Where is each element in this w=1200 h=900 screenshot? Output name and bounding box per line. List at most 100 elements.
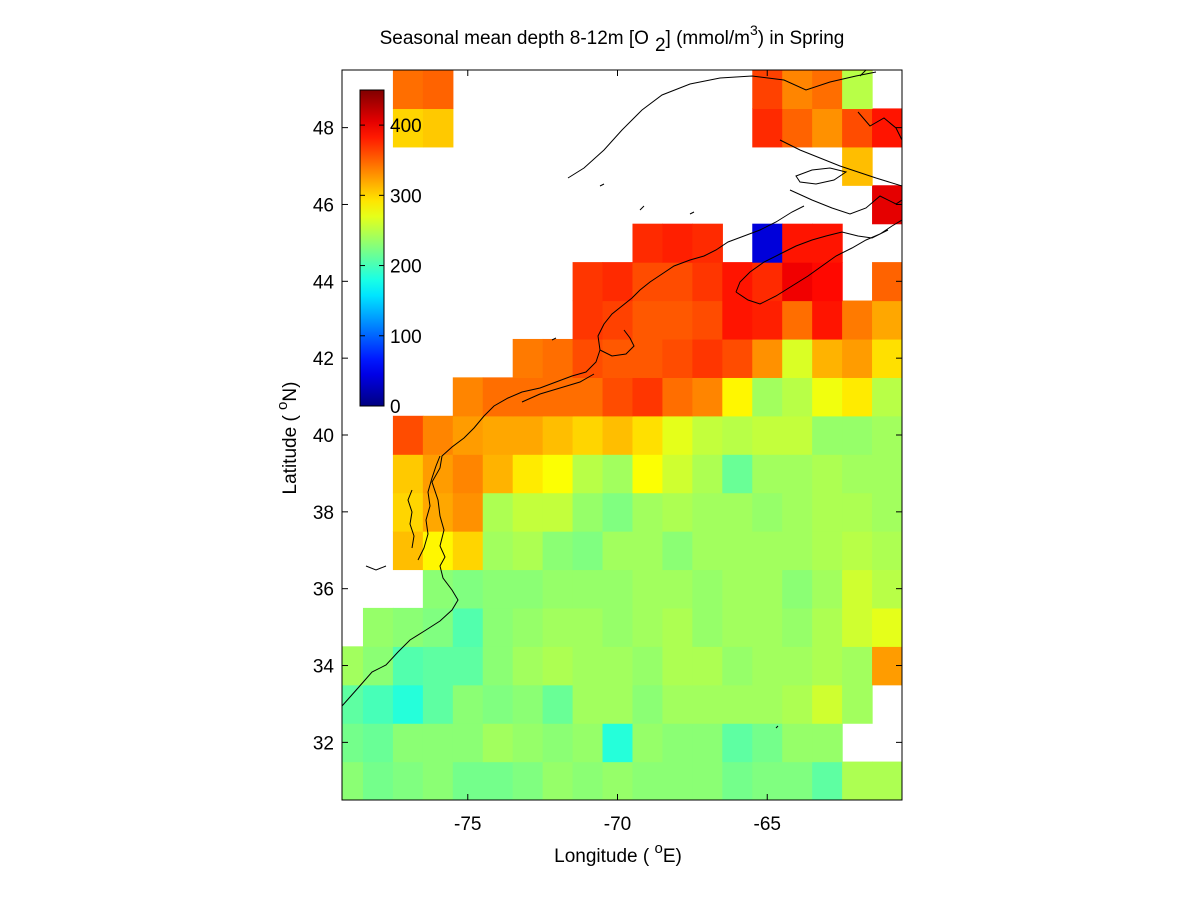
heatmap-cell [812,108,843,148]
heatmap-cell [842,377,873,417]
heatmap-cell [722,531,753,571]
heatmap-cell [812,646,843,686]
heatmap-cells [342,70,902,800]
heatmap-cell [692,338,723,378]
heatmap-cell [542,646,574,686]
heatmap-cell [722,300,753,340]
y-tick-label: 44 [313,272,335,293]
heatmap-cell [572,262,604,302]
heatmap-cell [482,569,514,609]
heatmap-cell [782,607,813,647]
heatmap-cell [722,684,753,724]
heatmap-cell [752,607,783,647]
heatmap-cell [722,415,753,455]
heatmap-cell [342,723,364,763]
colorbar-tick-label: 400 [390,116,422,137]
heatmap-cell [812,684,843,724]
heatmap-cell [662,607,693,647]
heatmap-cell [482,761,514,800]
heatmap-cell [842,684,873,724]
heatmap-cell [392,723,424,763]
colorbar-tick-label: 300 [390,186,422,207]
colorbar-tick-label: 0 [390,397,401,418]
y-axis: 32 34 36 38 40 42 44 46 48 [313,119,902,754]
heatmap-cell [632,723,664,763]
heatmap-cell [362,607,394,647]
heatmap-cell [782,300,813,340]
heatmap-cell [572,338,604,378]
heatmap-cell [692,415,723,455]
heatmap-cell [632,531,664,571]
heatmap-cell [512,569,544,609]
heatmap-cell [842,761,873,800]
heatmap-cell [722,262,753,302]
heatmap-cell [692,723,723,763]
heatmap-cell [872,607,902,647]
heatmap-cell [692,492,723,532]
colorbar: 0 100 200 300 400 [359,89,422,418]
heatmap-cell [812,531,843,571]
y-tick-label: 46 [313,195,334,216]
heatmap-cell [602,454,634,494]
heatmap-cell [452,646,484,686]
coastline-gulf-st-lawrence [567,71,902,215]
y-tick-label: 32 [313,733,334,754]
coastline [342,70,902,729]
heatmap-cell [752,454,783,494]
heatmap-cell [572,454,604,494]
heatmap-cell [542,569,574,609]
heatmap-cell [812,377,843,417]
heatmap-cell [512,338,544,378]
heatmap-cell [422,415,454,455]
heatmap-cell [752,338,783,378]
y-axis-label-degree: o [274,402,291,410]
heatmap-cell [722,338,753,378]
heatmap-cell [782,723,813,763]
coastline-long-island [521,373,595,403]
heatmap-cell [512,377,544,417]
heatmap-cell [842,454,873,494]
heatmap-cell [512,646,544,686]
heatmap-cell [482,377,514,417]
heatmap-cell [512,531,544,571]
heatmap-cell [542,723,574,763]
heatmap-cell [392,108,424,148]
heatmap-cell [662,723,693,763]
heatmap-cell [662,338,693,378]
heatmap-cell [572,761,604,800]
y-axis-label-post: N) [280,382,301,402]
heatmap-cell [602,415,634,455]
heatmap-cell [692,262,723,302]
x-axis-label-degree: o [655,840,663,857]
heatmap-cell [812,300,843,340]
heatmap-cell [782,454,813,494]
heatmap-cell [782,684,813,724]
heatmap-cell [362,646,394,686]
title-superscript: 3 [750,22,758,38]
heatmap-cell [392,454,424,494]
heatmap-cell [422,761,454,800]
heatmap-cell [782,262,813,302]
heatmap-cell [752,223,783,263]
coastline-newfoundland-edge [857,70,902,141]
heatmap-cell [842,607,873,647]
heatmap-cell [602,377,634,417]
heatmap-cell [692,531,723,571]
heatmap-cell [842,108,873,148]
y-tick-label: 38 [313,503,334,524]
heatmap-cell [482,684,514,724]
heatmap-cell [542,454,574,494]
heatmap-cell [542,492,574,532]
heatmap-cell [572,531,604,571]
heatmap-cell [572,684,604,724]
x-axis: -75 -70 -65 [454,70,781,835]
heatmap-cell [392,415,424,455]
heatmap-cell [392,531,424,571]
y-axis-label: Latitude ( oN) [274,382,301,495]
heatmap-cell [752,569,783,609]
heatmap-cell [362,761,394,800]
heatmap-cell [842,415,873,455]
heatmap-cell [662,415,693,455]
heatmap-cell [842,492,873,532]
heatmap-cell [392,607,424,647]
